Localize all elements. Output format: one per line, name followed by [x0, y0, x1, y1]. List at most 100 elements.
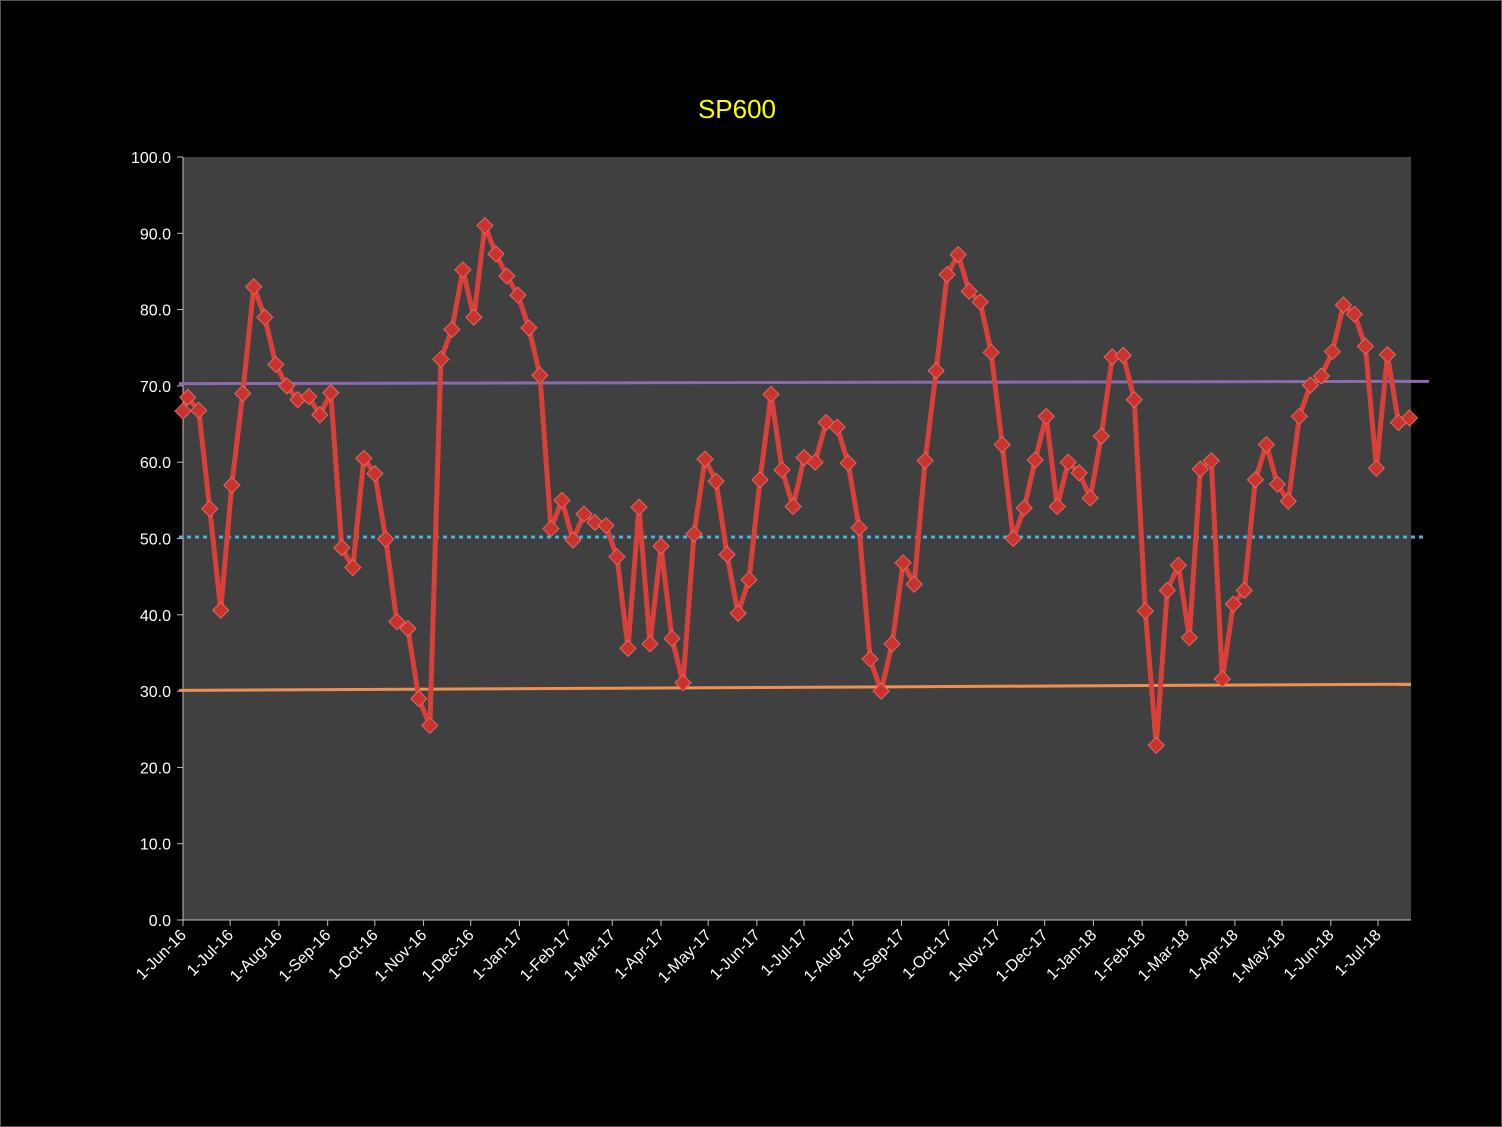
- data-point: [267, 355, 285, 374]
- x-tick-label: 1-Jun-16: [133, 927, 190, 984]
- y-tick-label: 60.0: [140, 455, 171, 472]
- series-layer: [174, 216, 1419, 754]
- data-point: [1004, 529, 1022, 548]
- data-point: [905, 575, 923, 593]
- data-point: [1092, 427, 1110, 445]
- data-point: [619, 639, 637, 658]
- x-tick-label: 1-Jan-17: [470, 927, 527, 984]
- data-point: [1114, 346, 1132, 365]
- data-point: [1169, 556, 1188, 574]
- data-point: [1081, 489, 1099, 507]
- data-point: [201, 500, 219, 518]
- x-tick-label: 1-Jun-18: [1281, 927, 1338, 984]
- y-tick-label: 90.0: [140, 226, 171, 243]
- data-point: [564, 531, 582, 549]
- data-point: [498, 267, 516, 285]
- data-point: [1268, 475, 1287, 494]
- data-point: [707, 472, 725, 490]
- data-point: [982, 343, 1000, 362]
- data-point: [762, 385, 780, 404]
- data-point: [179, 388, 197, 407]
- data-point: [344, 558, 362, 577]
- data-point: [861, 650, 879, 668]
- data-point: [652, 537, 670, 555]
- data-point: [333, 538, 351, 557]
- reference-lines: [178, 379, 1430, 692]
- data-point: [1059, 453, 1077, 471]
- x-tick-label: 1-Dec-16: [419, 927, 478, 986]
- x-tick-label: 1-Sep-16: [276, 927, 335, 986]
- data-point: [1246, 471, 1265, 489]
- data-point: [1158, 581, 1176, 600]
- data-point: [553, 491, 571, 510]
- x-axis: 1-Jun-161-Jul-161-Aug-161-Sep-161-Oct-16…: [133, 919, 1411, 987]
- x-tick-label: 1-Jul-18: [1332, 927, 1385, 980]
- data-point: [1312, 367, 1331, 385]
- data-point: [366, 464, 384, 483]
- data-point: [1202, 451, 1221, 470]
- data-point: [1334, 296, 1353, 314]
- data-point: [256, 308, 274, 326]
- data-point: [355, 449, 373, 468]
- data-point: [1345, 305, 1364, 323]
- data-point: [245, 278, 263, 296]
- data-point: [839, 454, 857, 472]
- data-point: [421, 716, 439, 735]
- data-point: [432, 350, 450, 368]
- y-tick-label: 40.0: [140, 608, 171, 625]
- y-tick-label: 100.0: [131, 150, 171, 167]
- y-axis: 0.0 10.0 20.0 30.0 40.0 50.0 60.0 70.0 80.0 90.0 1…: [131, 150, 184, 930]
- data-point: [751, 471, 769, 489]
- x-tick-label: 1-Aug-17: [801, 927, 860, 986]
- y-tick-label: 30.0: [140, 684, 171, 701]
- data-point: [740, 570, 758, 589]
- data-point: [322, 384, 340, 402]
- data-point: [174, 402, 192, 420]
- data-point: [399, 619, 417, 638]
- data-point: [773, 461, 791, 479]
- data-point: [1037, 407, 1055, 426]
- x-tick-label: 1-Jun-17: [707, 927, 764, 984]
- data-point: [1301, 376, 1320, 394]
- data-point: [938, 265, 956, 284]
- data-point: [630, 498, 648, 516]
- data-point: [696, 450, 714, 468]
- x-tick-label: 1-Dec-17: [993, 927, 1052, 986]
- y-tick-label: 20.0: [140, 760, 171, 777]
- data-point: [531, 366, 549, 384]
- data-point: [1356, 337, 1375, 355]
- data-point: [278, 377, 296, 395]
- data-point: [597, 516, 615, 535]
- data-point: [311, 406, 329, 424]
- data-point: [476, 216, 494, 235]
- data-point: [1125, 390, 1143, 409]
- chart-title: SP600: [698, 94, 776, 124]
- data-point: [1191, 460, 1210, 478]
- data-point: [388, 612, 406, 631]
- data-point: [685, 525, 703, 543]
- data-point: [872, 682, 890, 700]
- data-point: [1323, 342, 1342, 361]
- y-tick-label: 80.0: [140, 303, 171, 320]
- data-point: [410, 690, 428, 708]
- reference-line: [178, 379, 1430, 386]
- data-point: [971, 293, 989, 311]
- data-point: [960, 282, 978, 300]
- data-point: [1048, 497, 1066, 516]
- reference-line: [178, 682, 1412, 692]
- data-point: [993, 435, 1011, 454]
- data-point: [850, 519, 868, 537]
- data-point: [234, 384, 252, 403]
- data-point: [729, 604, 747, 622]
- data-point: [828, 418, 846, 436]
- data-point: [1224, 595, 1243, 613]
- data-point: [927, 361, 945, 380]
- data-point: [916, 451, 934, 470]
- data-point: [509, 286, 527, 304]
- data-point: [575, 505, 593, 523]
- x-tick-label: 1-Jan-18: [1044, 927, 1101, 984]
- data-point: [520, 319, 538, 337]
- x-tick-label: 1-Sep-17: [850, 927, 909, 986]
- data-point: [1378, 345, 1397, 364]
- data-point: [487, 245, 505, 263]
